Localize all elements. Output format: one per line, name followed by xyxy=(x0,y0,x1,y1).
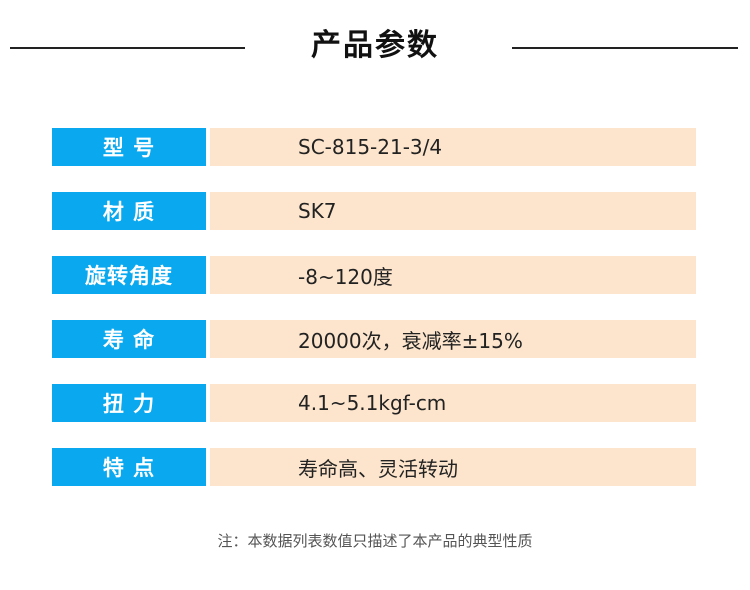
spec-label: 材 质 xyxy=(52,192,206,230)
spec-value: -8~120度 xyxy=(210,256,696,294)
spec-label: 寿 命 xyxy=(52,320,206,358)
title-divider-left xyxy=(10,47,245,49)
spec-divider xyxy=(206,384,210,422)
spec-label: 特 点 xyxy=(52,448,206,486)
spec-label: 型 号 xyxy=(52,128,206,166)
spec-divider xyxy=(206,128,210,166)
spec-value: 4.1~5.1kgf-cm xyxy=(210,384,696,422)
spec-value: 20000次，衰减率±15% xyxy=(210,320,696,358)
header: 产品参数 xyxy=(0,0,750,96)
spec-label: 扭 力 xyxy=(52,384,206,422)
page-title: 产品参数 xyxy=(311,28,439,63)
spec-divider xyxy=(206,448,210,486)
spec-divider xyxy=(206,320,210,358)
spec-row-torque: 扭 力 4.1~5.1kgf-cm xyxy=(52,384,696,422)
footnote: 注：本数据列表数值只描述了本产品的典型性质 xyxy=(217,532,533,550)
spec-value: 寿命高、灵活转动 xyxy=(210,448,696,486)
spec-label: 旋转角度 xyxy=(52,256,206,294)
spec-row-rotation-angle: 旋转角度 -8~120度 xyxy=(52,256,696,294)
spec-value: SK7 xyxy=(210,192,696,230)
spec-row-lifespan: 寿 命 20000次，衰减率±15% xyxy=(52,320,696,358)
spec-divider xyxy=(206,256,210,294)
spec-row-features: 特 点 寿命高、灵活转动 xyxy=(52,448,696,486)
spec-row-material: 材 质 SK7 xyxy=(52,192,696,230)
title-divider-right xyxy=(512,47,738,49)
spec-row-model: 型 号 SC-815-21-3/4 xyxy=(52,128,696,166)
spec-divider xyxy=(206,192,210,230)
spec-value: SC-815-21-3/4 xyxy=(210,128,696,166)
